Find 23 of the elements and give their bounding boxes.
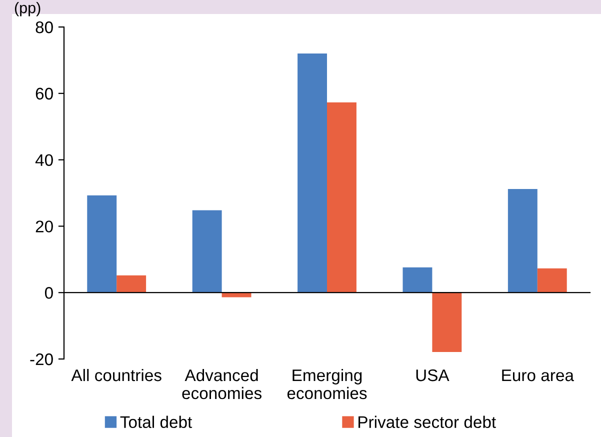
- y-tick-label: 0: [44, 287, 53, 299]
- y-tick-label: -20: [30, 353, 53, 366]
- legend-label: Private sector debt: [358, 416, 496, 428]
- x-tick-label: Euro area: [502, 370, 574, 382]
- bar: [116, 275, 146, 293]
- y-tick-label: 40: [35, 154, 53, 166]
- x-tick-label: USA: [416, 369, 450, 382]
- bar: [298, 54, 327, 293]
- bar: [87, 195, 117, 293]
- y-axis-title: (pp): [14, 2, 40, 16]
- y-tick-label: 20: [36, 220, 53, 232]
- x-tick-label: All countries: [71, 368, 162, 382]
- x-tick-label: Advanced economies: [182, 368, 262, 400]
- bar: [192, 210, 222, 293]
- bar: [327, 102, 356, 293]
- legend-label: Total debt: [120, 416, 192, 428]
- x-tick-label: Emerging economies: [287, 368, 367, 400]
- bar: [402, 267, 432, 293]
- y-tick-label: 60: [36, 88, 53, 100]
- bar: [537, 268, 567, 293]
- bar: [508, 189, 538, 293]
- bar: [432, 292, 462, 352]
- y-tick-label: 80: [36, 21, 53, 34]
